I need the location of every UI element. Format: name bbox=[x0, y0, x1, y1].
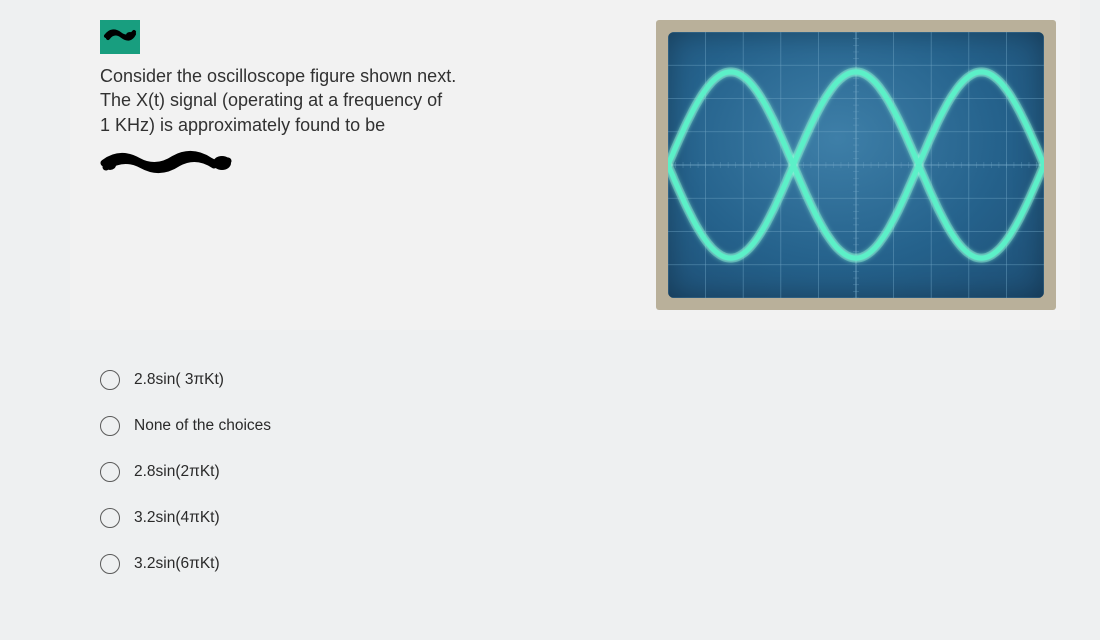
option-label: 3.2sin(6πKt) bbox=[134, 555, 220, 573]
question-text-block: Consider the oscilloscope figure shown n… bbox=[100, 20, 640, 310]
question-line-3: 1 KHz) is approximately found to be bbox=[100, 113, 530, 137]
oscilloscope-screen bbox=[668, 32, 1044, 298]
radio-icon[interactable] bbox=[100, 416, 120, 436]
answer-option[interactable]: 3.2sin(4πKt) bbox=[100, 508, 1100, 528]
question-line-2: The X(t) signal (operating at a frequenc… bbox=[100, 88, 530, 112]
radio-icon[interactable] bbox=[100, 508, 120, 528]
quiz-question-page: Consider the oscilloscope figure shown n… bbox=[0, 0, 1100, 574]
radio-icon[interactable] bbox=[100, 370, 120, 390]
option-label: 2.8sin( 3πKt) bbox=[134, 371, 224, 389]
question-line-1: Consider the oscilloscope figure shown n… bbox=[100, 64, 530, 88]
radio-icon[interactable] bbox=[100, 554, 120, 574]
answer-option[interactable]: 2.8sin( 3πKt) bbox=[100, 370, 1100, 390]
option-label: 2.8sin(2πKt) bbox=[134, 463, 220, 481]
answer-options: 2.8sin( 3πKt) None of the choices 2.8sin(2… bbox=[70, 370, 1100, 574]
option-label: None of the choices bbox=[134, 417, 271, 435]
answer-option[interactable]: 2.8sin(2πKt) bbox=[100, 462, 1100, 482]
option-label: 3.2sin(4πKt) bbox=[134, 509, 220, 527]
question-card: Consider the oscilloscope figure shown n… bbox=[70, 0, 1080, 330]
radio-icon[interactable] bbox=[100, 462, 120, 482]
question-marker-icon bbox=[100, 20, 140, 54]
answer-option[interactable]: 3.2sin(6πKt) bbox=[100, 554, 1100, 574]
redaction-scribble-icon bbox=[100, 145, 240, 179]
answer-option[interactable]: None of the choices bbox=[100, 416, 1100, 436]
scribble-icon bbox=[100, 20, 140, 54]
oscilloscope-figure bbox=[656, 20, 1056, 310]
